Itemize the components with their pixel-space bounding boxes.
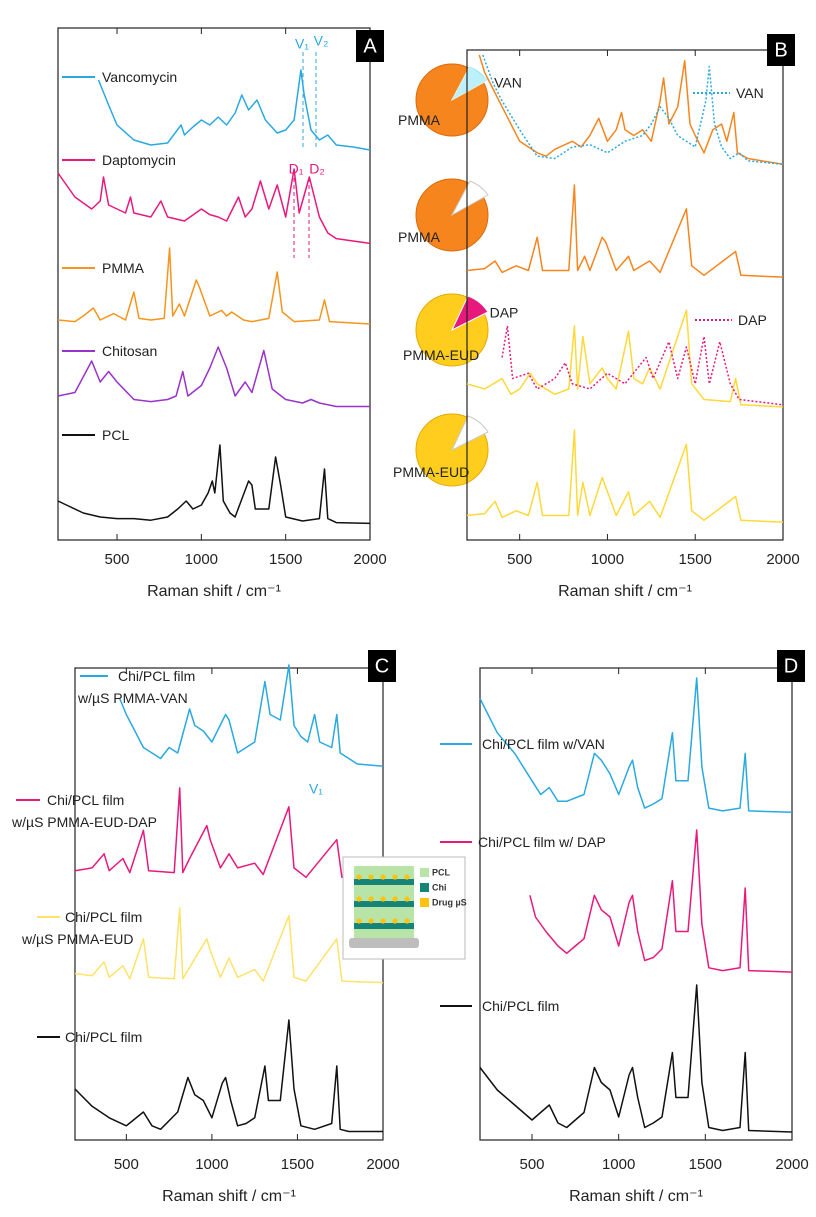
spectrum-line — [58, 169, 370, 243]
x-axis-label: Raman shift / cm⁻¹ — [558, 583, 692, 600]
annotation: D₂ — [309, 161, 325, 177]
legend-label: Chi/PCL film — [482, 995, 559, 1017]
inset-legend-swatch — [420, 898, 429, 907]
spectrum-line — [467, 185, 783, 277]
legend-label: Chi/PCL film w/ DAP — [478, 831, 606, 853]
x-tick-label: 1000 — [602, 1156, 635, 1173]
x-tick-label: 500 — [114, 1156, 139, 1173]
legend-label: PMMA-EUD — [403, 344, 479, 366]
annotation: V₂ — [314, 33, 329, 49]
panel-letter: D — [784, 655, 798, 677]
drug-dot — [404, 918, 409, 923]
x-tick-label: 2000 — [766, 551, 799, 568]
drug-dot — [368, 896, 373, 901]
x-tick-label: 1500 — [689, 1156, 722, 1173]
x-tick-label: 1500 — [679, 551, 712, 568]
legend-label: PMMA — [102, 257, 144, 279]
drug-dot — [380, 896, 385, 901]
legend-label: Vancomycin — [102, 66, 177, 88]
figure: 500 1000 1500 2000 Raman shift / cm⁻¹ V₁ V₂ D₁ D… — [0, 0, 816, 1217]
x-tick-label: 2000 — [353, 551, 386, 568]
legend-label: Chi/PCL film w/µS PMMA-EUD-DAP — [12, 789, 157, 833]
x-tick-label: 500 — [507, 551, 532, 568]
panel-letter: B — [774, 39, 787, 61]
spectrum-line — [479, 55, 783, 164]
annotation: D₁ — [289, 161, 304, 177]
inset-legend-label: Chi — [432, 882, 447, 892]
spectrum-line — [483, 55, 783, 164]
inset-legend-swatch — [420, 883, 429, 892]
legend-label: PCL — [102, 424, 129, 446]
legend-label: Chi/PCL film w/µS PMMA-VAN — [78, 665, 195, 709]
drug-dot — [404, 874, 409, 879]
plot-frame — [467, 50, 783, 540]
panel-letter: C — [375, 655, 389, 677]
x-tick-label: 2000 — [366, 1156, 399, 1173]
legend-label: Chi/PCL film w/VAN — [482, 733, 605, 755]
annotation: V₁ — [309, 781, 323, 797]
x-axis-label: Raman shift / cm⁻¹ — [569, 1188, 703, 1205]
x-tick-label: 1500 — [269, 551, 302, 568]
spectrum-line — [467, 430, 783, 522]
panel-letter: A — [363, 35, 377, 57]
x-tick-label: 2000 — [775, 1156, 808, 1173]
inset: PCL Chi Drug µS — [343, 857, 467, 959]
plot-frame — [58, 28, 370, 540]
legend-label: PMMA-EUD — [393, 461, 469, 483]
legend-label: Daptomycin — [102, 149, 176, 171]
chi-layer — [354, 901, 414, 907]
drug-dot — [392, 896, 397, 901]
inset-legend-label: PCL — [432, 867, 451, 877]
chi-layer — [354, 879, 414, 885]
x-tick-label: 1000 — [195, 1156, 228, 1173]
x-tick-label: 500 — [105, 551, 130, 568]
substrate — [349, 938, 419, 948]
drug-dot — [356, 874, 361, 879]
x-tick-label: 500 — [519, 1156, 544, 1173]
chi-layer — [354, 923, 414, 929]
drug-dot — [356, 918, 361, 923]
drug-dot — [368, 874, 373, 879]
annotation: V₁ — [295, 36, 309, 52]
x-tick-label: 1500 — [281, 1156, 314, 1173]
legend-label: DAP — [738, 309, 767, 331]
x-axis-label: Raman shift / cm⁻¹ — [147, 583, 281, 600]
drug-dot — [392, 918, 397, 923]
legend-label: Chitosan — [102, 340, 157, 362]
legend-label: VAN — [736, 82, 764, 104]
annotation: VAN — [494, 75, 522, 91]
x-tick-label: 1000 — [185, 551, 218, 568]
drug-dot — [380, 874, 385, 879]
drug-dot — [380, 918, 385, 923]
legend-label: PMMA — [398, 109, 440, 131]
drug-dot — [368, 918, 373, 923]
annotation: DAP — [490, 305, 519, 321]
drug-dot — [356, 896, 361, 901]
spectrum-line — [58, 445, 370, 523]
x-tick-label: 1000 — [591, 551, 624, 568]
spectrum-line — [502, 326, 783, 405]
legend-label: Chi/PCL film w/µS PMMA-EUD — [22, 906, 142, 950]
x-axis-label: Raman shift / cm⁻¹ — [162, 1188, 296, 1205]
inset-legend-swatch — [420, 868, 429, 877]
legend-label: PMMA — [398, 226, 440, 248]
legend-label: Chi/PCL film — [65, 1026, 142, 1048]
spectrum-line — [467, 310, 783, 407]
drug-dot — [392, 874, 397, 879]
drug-dot — [404, 896, 409, 901]
inset-legend-label: Drug µS — [432, 897, 467, 907]
